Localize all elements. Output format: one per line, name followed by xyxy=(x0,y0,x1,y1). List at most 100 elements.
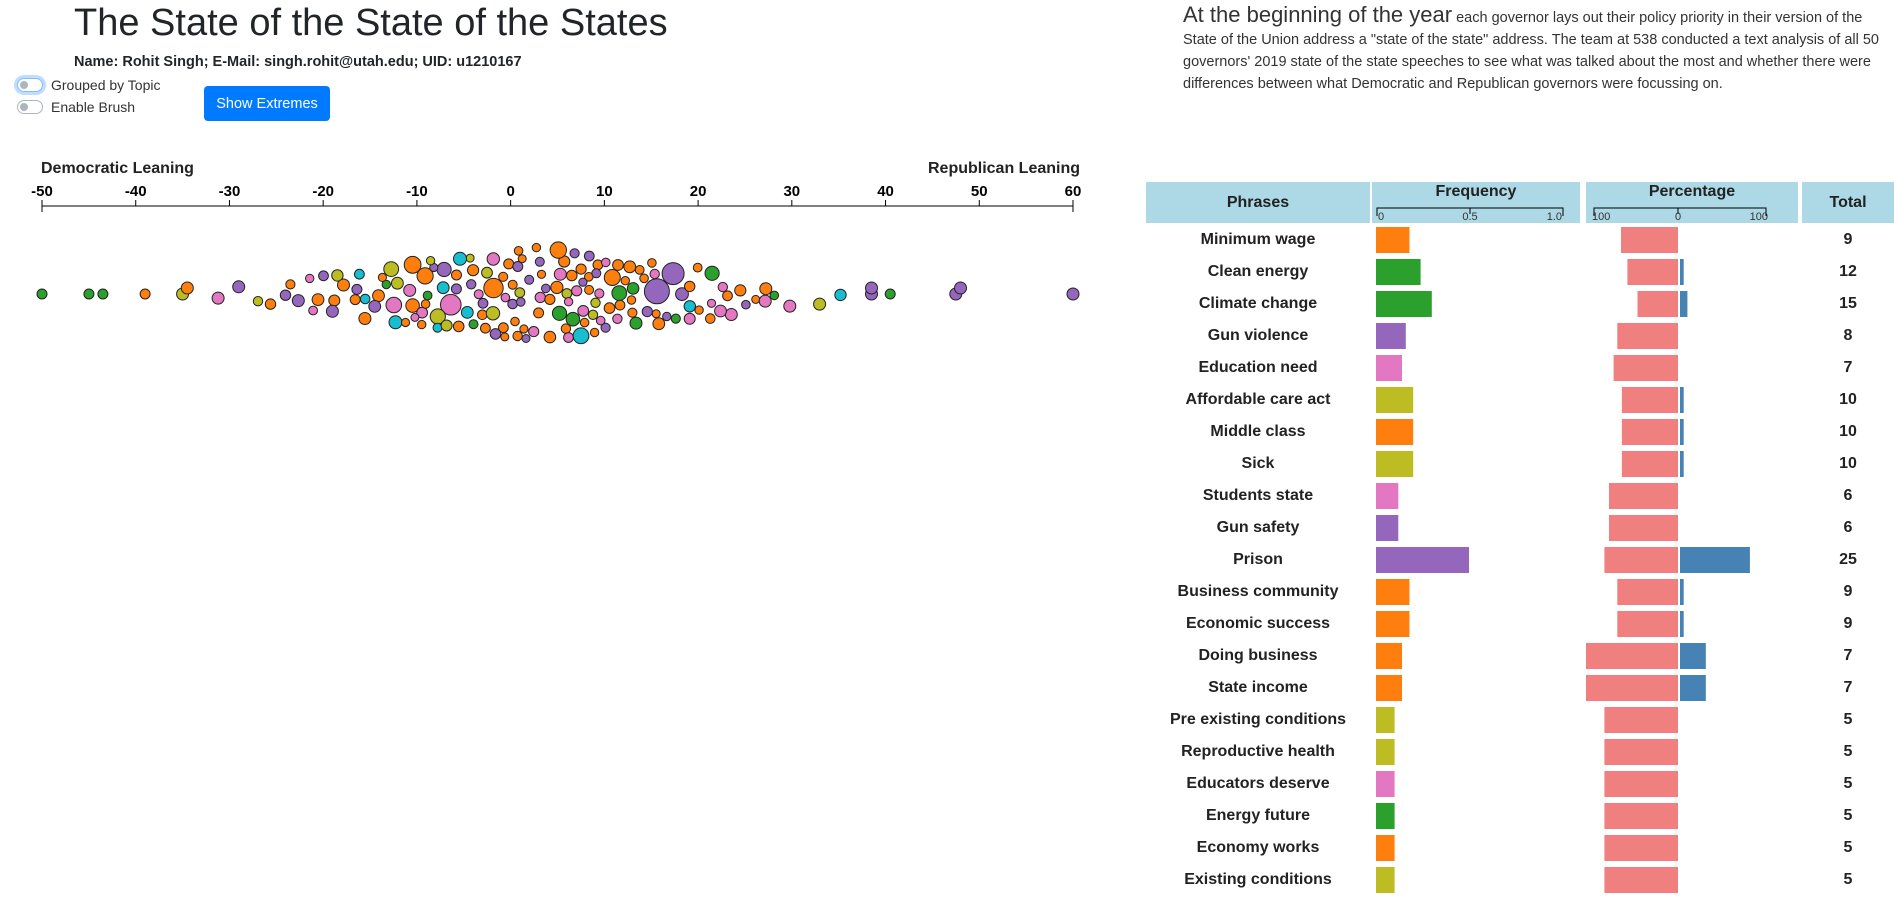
beeswarm-point[interactable] xyxy=(634,265,645,275)
beeswarm-point[interactable] xyxy=(481,266,493,279)
beeswarm-point[interactable] xyxy=(661,262,685,286)
beeswarm-point[interactable] xyxy=(473,289,484,300)
beeswarm-point[interactable] xyxy=(692,262,703,273)
frequency-bar[interactable] xyxy=(1376,227,1410,253)
beeswarm-point[interactable] xyxy=(684,280,696,293)
beeswarm-point[interactable] xyxy=(603,302,616,314)
beeswarm-point[interactable] xyxy=(783,299,797,313)
beeswarm-point[interactable] xyxy=(391,276,404,290)
beeswarm-point[interactable] xyxy=(705,313,716,324)
beeswarm-point[interactable] xyxy=(372,289,385,303)
table-row[interactable]: Prison 25 xyxy=(1146,544,1894,576)
beeswarm-point[interactable] xyxy=(507,279,518,290)
beeswarm-point[interactable] xyxy=(521,334,531,343)
beeswarm-point[interactable] xyxy=(139,288,151,300)
democratic-percentage-bar[interactable] xyxy=(1604,835,1678,861)
beeswarm-point[interactable] xyxy=(264,298,277,310)
table-row[interactable]: Affordable care act 10 xyxy=(1146,384,1894,416)
beeswarm-point[interactable] xyxy=(450,283,462,295)
democratic-percentage-bar[interactable] xyxy=(1604,771,1678,797)
beeswarm-point[interactable] xyxy=(232,280,246,294)
beeswarm-point[interactable] xyxy=(614,299,626,311)
democratic-percentage-bar[interactable] xyxy=(1586,643,1678,669)
beeswarm-point[interactable] xyxy=(498,271,509,282)
beeswarm-point[interactable] xyxy=(724,308,738,321)
beeswarm-point[interactable] xyxy=(534,291,546,304)
beeswarm-point[interactable] xyxy=(83,288,95,300)
beeswarm-point[interactable] xyxy=(594,288,605,299)
table-row[interactable]: Doing business 7 xyxy=(1146,640,1894,672)
frequency-bar[interactable] xyxy=(1376,611,1410,637)
beeswarm-point[interactable] xyxy=(563,332,574,343)
table-row[interactable]: Students state 6 xyxy=(1146,480,1894,512)
beeswarm-point[interactable] xyxy=(551,305,568,321)
frequency-bar[interactable] xyxy=(1376,867,1395,893)
frequency-bar[interactable] xyxy=(1376,259,1421,285)
beeswarm-point[interactable] xyxy=(331,269,344,282)
frequency-bar[interactable] xyxy=(1376,323,1406,349)
beeswarm-point[interactable] xyxy=(569,248,580,259)
beeswarm-point[interactable] xyxy=(683,312,696,325)
beeswarm-point[interactable] xyxy=(531,242,542,253)
beeswarm-point[interactable] xyxy=(1066,287,1080,301)
beeswarm-point[interactable] xyxy=(560,323,572,334)
beeswarm-point[interactable] xyxy=(741,299,751,310)
beeswarm-point[interactable] xyxy=(579,317,590,328)
beeswarm-point[interactable] xyxy=(575,263,587,275)
beeswarm-point[interactable] xyxy=(358,312,372,325)
beeswarm-point[interactable] xyxy=(643,278,670,305)
beeswarm-point[interactable] xyxy=(460,306,474,319)
beeswarm-point[interactable] xyxy=(675,287,689,302)
beeswarm-point[interactable] xyxy=(649,268,660,280)
beeswarm-point[interactable] xyxy=(383,261,400,277)
beeswarm-point[interactable] xyxy=(543,330,557,344)
beeswarm-point[interactable] xyxy=(544,293,556,305)
beeswarm-point[interactable] xyxy=(865,281,878,295)
democratic-percentage-bar[interactable] xyxy=(1621,227,1678,253)
beeswarm-point[interactable] xyxy=(884,288,896,300)
table-row[interactable]: Gun safety 6 xyxy=(1146,512,1894,544)
democratic-percentage-bar[interactable] xyxy=(1604,547,1678,573)
beeswarm-point[interactable] xyxy=(541,283,551,294)
democratic-percentage-bar[interactable] xyxy=(1617,323,1678,349)
beeswarm-point[interactable] xyxy=(452,320,465,333)
table-row[interactable]: Reproductive health 5 xyxy=(1146,736,1894,768)
frequency-bar[interactable] xyxy=(1376,643,1402,669)
republican-percentage-bar[interactable] xyxy=(1680,611,1684,637)
republican-percentage-bar[interactable] xyxy=(1680,675,1706,701)
beeswarm-point[interactable] xyxy=(377,272,387,283)
beeswarm-point[interactable] xyxy=(405,298,420,313)
beeswarm-point[interactable] xyxy=(954,281,967,295)
beeswarm-point[interactable] xyxy=(180,281,194,295)
beeswarm-point[interactable] xyxy=(480,322,491,334)
frequency-bar[interactable] xyxy=(1376,675,1402,701)
beeswarm-point[interactable] xyxy=(533,307,545,319)
beeswarm-point[interactable] xyxy=(349,294,361,306)
table-row[interactable]: Energy future 5 xyxy=(1146,800,1894,832)
beeswarm-point[interactable] xyxy=(566,269,578,282)
beeswarm-point[interactable] xyxy=(305,273,315,284)
republican-percentage-bar[interactable] xyxy=(1680,643,1706,669)
beeswarm-point[interactable] xyxy=(468,319,479,330)
beeswarm-point[interactable] xyxy=(583,250,595,262)
republican-percentage-bar[interactable] xyxy=(1680,419,1684,445)
beeswarm-point[interactable] xyxy=(279,289,292,301)
table-row[interactable]: Gun violence 8 xyxy=(1146,320,1894,352)
beeswarm-point[interactable] xyxy=(485,306,501,321)
beeswarm-point[interactable] xyxy=(528,326,540,338)
table-row[interactable]: Educators deserve 5 xyxy=(1146,768,1894,800)
beeswarm-point[interactable] xyxy=(651,309,661,319)
show-extremes-button[interactable]: Show Extremes xyxy=(204,86,330,121)
democratic-percentage-bar[interactable] xyxy=(1609,515,1678,541)
democratic-percentage-bar[interactable] xyxy=(1637,291,1679,317)
democratic-percentage-bar[interactable] xyxy=(1621,387,1678,413)
beeswarm-point[interactable] xyxy=(694,305,704,315)
beeswarm-point[interactable] xyxy=(385,296,403,314)
beeswarm-point[interactable] xyxy=(308,305,319,316)
beeswarm-point[interactable] xyxy=(601,257,611,268)
beeswarm-point[interactable] xyxy=(425,256,436,266)
beeswarm-point[interactable] xyxy=(498,322,509,334)
beeswarm-point[interactable] xyxy=(483,277,504,299)
beeswarm-point[interactable] xyxy=(436,281,450,295)
democratic-percentage-bar[interactable] xyxy=(1604,803,1678,829)
